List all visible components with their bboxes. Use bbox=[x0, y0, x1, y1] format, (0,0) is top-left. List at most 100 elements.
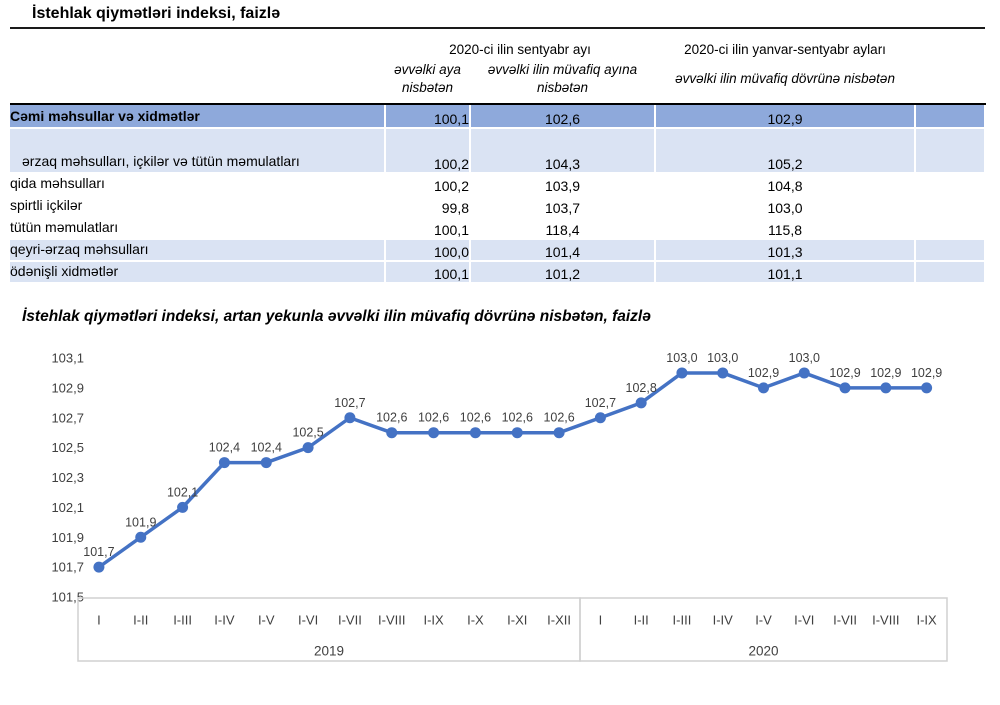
data-point bbox=[676, 367, 688, 379]
value-vs-same-period-prev-year: 104,8 bbox=[655, 173, 917, 196]
x-axis-label: I-IX bbox=[916, 613, 937, 628]
x-axis-label: I-IV bbox=[713, 613, 734, 628]
data-point bbox=[469, 427, 481, 439]
value-vs-same-period-prev-year: 101,3 bbox=[655, 239, 917, 262]
filler-cell bbox=[915, 128, 987, 174]
value-vs-same-month-prev-year: 102,6 bbox=[470, 104, 657, 129]
chart-title: İstehlak qiymətləri indeksi, artan yekun… bbox=[22, 308, 651, 325]
x-axis-label: I-VI bbox=[298, 613, 318, 628]
data-point-label: 102,6 bbox=[460, 411, 491, 425]
filler-cell bbox=[915, 30, 985, 60]
x-axis-box bbox=[579, 597, 948, 662]
row-label: ödənişli xidmətlər bbox=[10, 261, 386, 284]
data-point bbox=[218, 457, 230, 469]
value-vs-same-month-prev-year: 104,3 bbox=[470, 128, 657, 174]
x-axis-label: I-II bbox=[133, 613, 148, 628]
data-point-label: 103,0 bbox=[707, 351, 738, 365]
cpi-line-chart: 103,1102,9102,7102,5102,3102,1101,9101,7… bbox=[51, 351, 948, 662]
row-label: spirtli içkilər bbox=[10, 195, 386, 218]
x-axis-label: I-V bbox=[755, 613, 772, 628]
data-point-label: 102,1 bbox=[167, 485, 198, 499]
x-axis-label: I-V bbox=[258, 613, 275, 628]
data-point-label: 102,8 bbox=[626, 381, 657, 395]
value-vs-same-month-prev-year: 118,4 bbox=[470, 217, 657, 240]
value-vs-same-period-prev-year: 102,9 bbox=[655, 104, 917, 129]
table-row: qida məhsulları 100,2 103,9 104,8 bbox=[10, 173, 987, 196]
data-point-label: 102,6 bbox=[543, 411, 574, 425]
data-point-label: 101,7 bbox=[83, 545, 114, 559]
data-point bbox=[135, 531, 147, 543]
table-row: ərzaq məhsulları, içkilər və tütün məmul… bbox=[10, 128, 987, 174]
value-vs-prev-month: 100,0 bbox=[385, 239, 471, 262]
x-axis-label: I-IX bbox=[423, 613, 444, 628]
data-point bbox=[921, 382, 933, 394]
x-axis-label: I-III bbox=[673, 613, 692, 628]
table-row: tütün məmulatları 100,1 118,4 115,8 bbox=[10, 217, 987, 240]
value-vs-prev-month: 100,1 bbox=[385, 217, 471, 240]
table-body: Cəmi məhsullar və xidmətlər 100,1 102,6 102… bbox=[10, 104, 987, 284]
row-label: qeyri-ərzaq məhsulları bbox=[10, 239, 386, 262]
value-vs-prev-month: 100,2 bbox=[385, 173, 471, 196]
x-axis-label: I-VIII bbox=[378, 613, 405, 628]
y-axis-tick-label: 101,9 bbox=[51, 530, 84, 545]
x-axis-label: I-XI bbox=[507, 613, 527, 628]
value-vs-same-period-prev-year: 105,2 bbox=[655, 128, 917, 174]
y-axis-tick-label: 102,1 bbox=[51, 500, 84, 515]
value-vs-same-period-prev-year: 115,8 bbox=[655, 217, 917, 240]
data-point-label: 103,0 bbox=[789, 351, 820, 365]
value-vs-same-period-prev-year: 103,0 bbox=[655, 195, 917, 218]
data-point bbox=[344, 412, 356, 424]
value-vs-prev-month: 100,1 bbox=[385, 261, 471, 284]
data-point-label: 102,4 bbox=[251, 441, 282, 455]
row-label: ərzaq məhsulları, içkilər və tütün məmul… bbox=[10, 128, 386, 174]
header-group-row: 2020-ci ilin sentyabr ayı 2020-ci ilin y… bbox=[10, 30, 985, 60]
value-vs-same-period-prev-year: 101,1 bbox=[655, 261, 917, 284]
filler-cell bbox=[915, 261, 987, 284]
row-label: qida məhsulları bbox=[10, 173, 386, 196]
subheader-row: əvvəlki aya nisbətən əvvəlki ilin müvafi… bbox=[10, 60, 986, 105]
filler-cell bbox=[915, 104, 987, 129]
subheader-vs-same-period-prev-year: əvvəlki ilin müvafiq dövrünə nisbətən bbox=[655, 60, 916, 105]
data-point bbox=[839, 382, 851, 394]
data-point-label: 102,6 bbox=[502, 411, 533, 425]
subheader-vs-prev-month: əvvəlki aya nisbətən bbox=[385, 60, 470, 105]
cpi-table: 2020-ci ilin sentyabr ayı 2020-ci ilin y… bbox=[10, 30, 987, 284]
x-axis-label: I-III bbox=[173, 613, 192, 628]
filler-cell bbox=[915, 217, 987, 240]
data-point bbox=[553, 427, 565, 439]
corner-cell bbox=[10, 60, 385, 105]
y-axis-tick-label: 101,7 bbox=[51, 560, 84, 575]
value-vs-same-month-prev-year: 101,4 bbox=[470, 239, 657, 262]
data-point-label: 102,6 bbox=[418, 411, 449, 425]
x-axis-label: I bbox=[599, 613, 603, 628]
table-header: 2020-ci ilin sentyabr ayı 2020-ci ilin y… bbox=[10, 30, 986, 105]
value-vs-prev-month: 100,1 bbox=[385, 104, 471, 129]
value-vs-same-month-prev-year: 103,7 bbox=[470, 195, 657, 218]
data-point bbox=[798, 367, 810, 379]
subheader-vs-same-month-prev-year: əvvəlki ilin müvafiq ayına nisbətən bbox=[470, 60, 656, 105]
filler-cell bbox=[915, 60, 986, 105]
data-point-label: 102,9 bbox=[870, 366, 901, 380]
table-row: spirtli içkilər 99,8 103,7 103,0 bbox=[10, 195, 987, 218]
data-point-label: 102,9 bbox=[911, 366, 942, 380]
x-axis-label: I-VI bbox=[794, 613, 814, 628]
value-vs-prev-month: 100,2 bbox=[385, 128, 471, 174]
data-point bbox=[635, 397, 647, 409]
table-row: ödənişli xidmətlər 100,1 101,2 101,1 bbox=[10, 261, 987, 284]
data-point bbox=[302, 442, 314, 454]
y-axis-tick-label: 103,1 bbox=[51, 351, 84, 366]
document-title: İstehlak qiymətləri indeksi, faizlə bbox=[10, 3, 985, 29]
y-axis-tick-label: 102,3 bbox=[51, 470, 84, 485]
data-point bbox=[177, 501, 189, 513]
data-point-label: 102,4 bbox=[209, 441, 240, 455]
y-axis-tick-label: 102,5 bbox=[51, 440, 84, 455]
data-point-label: 102,5 bbox=[292, 426, 323, 440]
x-axis-label: I-VIII bbox=[872, 613, 899, 628]
table-row: Cəmi məhsullar və xidmətlər 100,1 102,6 102… bbox=[10, 104, 987, 129]
filler-cell bbox=[915, 239, 987, 262]
value-vs-prev-month: 99,8 bbox=[385, 195, 471, 218]
data-point bbox=[260, 457, 272, 469]
x-axis-year-label: 2020 bbox=[748, 644, 778, 659]
filler-cell bbox=[915, 173, 987, 196]
